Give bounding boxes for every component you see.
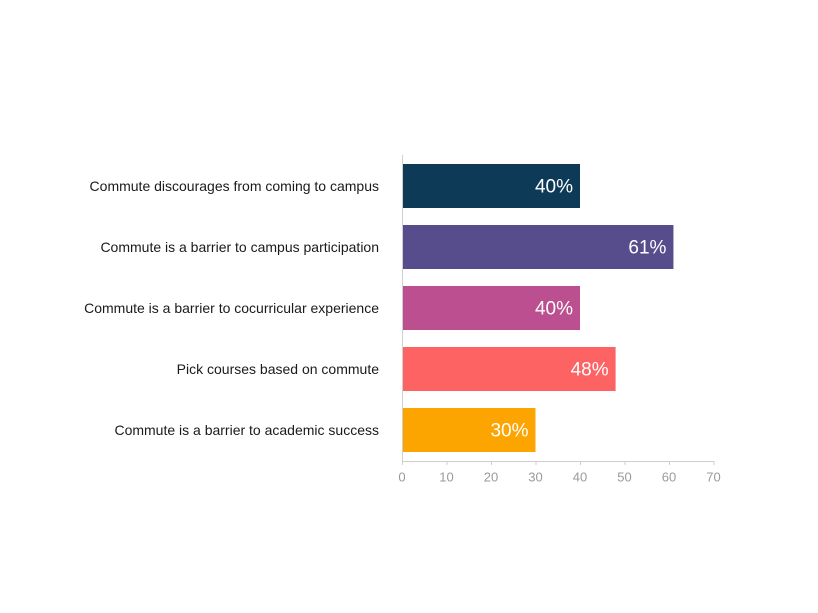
- value-labels: 40% 61% 40% 48% 30%: [490, 177, 666, 442]
- category-label-3: Commute is a barrier to cocurricular exp…: [84, 300, 379, 316]
- value-label-4: 48%: [571, 360, 609, 381]
- bars-group: [402, 164, 674, 452]
- category-label-2: Commute is a barrier to campus participa…: [100, 239, 379, 255]
- x-tick-label-30: 30: [528, 470, 542, 485]
- x-tick-label-60: 60: [662, 470, 676, 485]
- value-label-1: 40%: [535, 177, 573, 198]
- bar-5: [402, 408, 536, 452]
- value-label-2: 61%: [628, 238, 666, 259]
- bar-3: [402, 286, 580, 330]
- category-label-1: Commute discourages from coming to campu…: [90, 178, 379, 194]
- category-label-4: Pick courses based on commute: [177, 361, 380, 377]
- x-tick-label-20: 20: [484, 470, 498, 485]
- bar-2: [402, 225, 674, 269]
- value-label-3: 40%: [535, 299, 573, 320]
- bar-4: [402, 347, 616, 391]
- category-label-5: Commute is a barrier to academic success: [114, 422, 379, 438]
- x-axis: 0 10 20 30 40 50 60 70: [398, 155, 721, 485]
- x-tick-label-0: 0: [398, 470, 405, 485]
- x-tick-label-70: 70: [706, 470, 720, 485]
- value-label-5: 30%: [490, 421, 528, 442]
- x-tick-label-50: 50: [617, 470, 631, 485]
- category-labels: Commute discourages from coming to campu…: [84, 178, 379, 438]
- x-tick-label-10: 10: [439, 470, 453, 485]
- bar-1: [402, 164, 580, 208]
- x-tick-label-40: 40: [573, 470, 587, 485]
